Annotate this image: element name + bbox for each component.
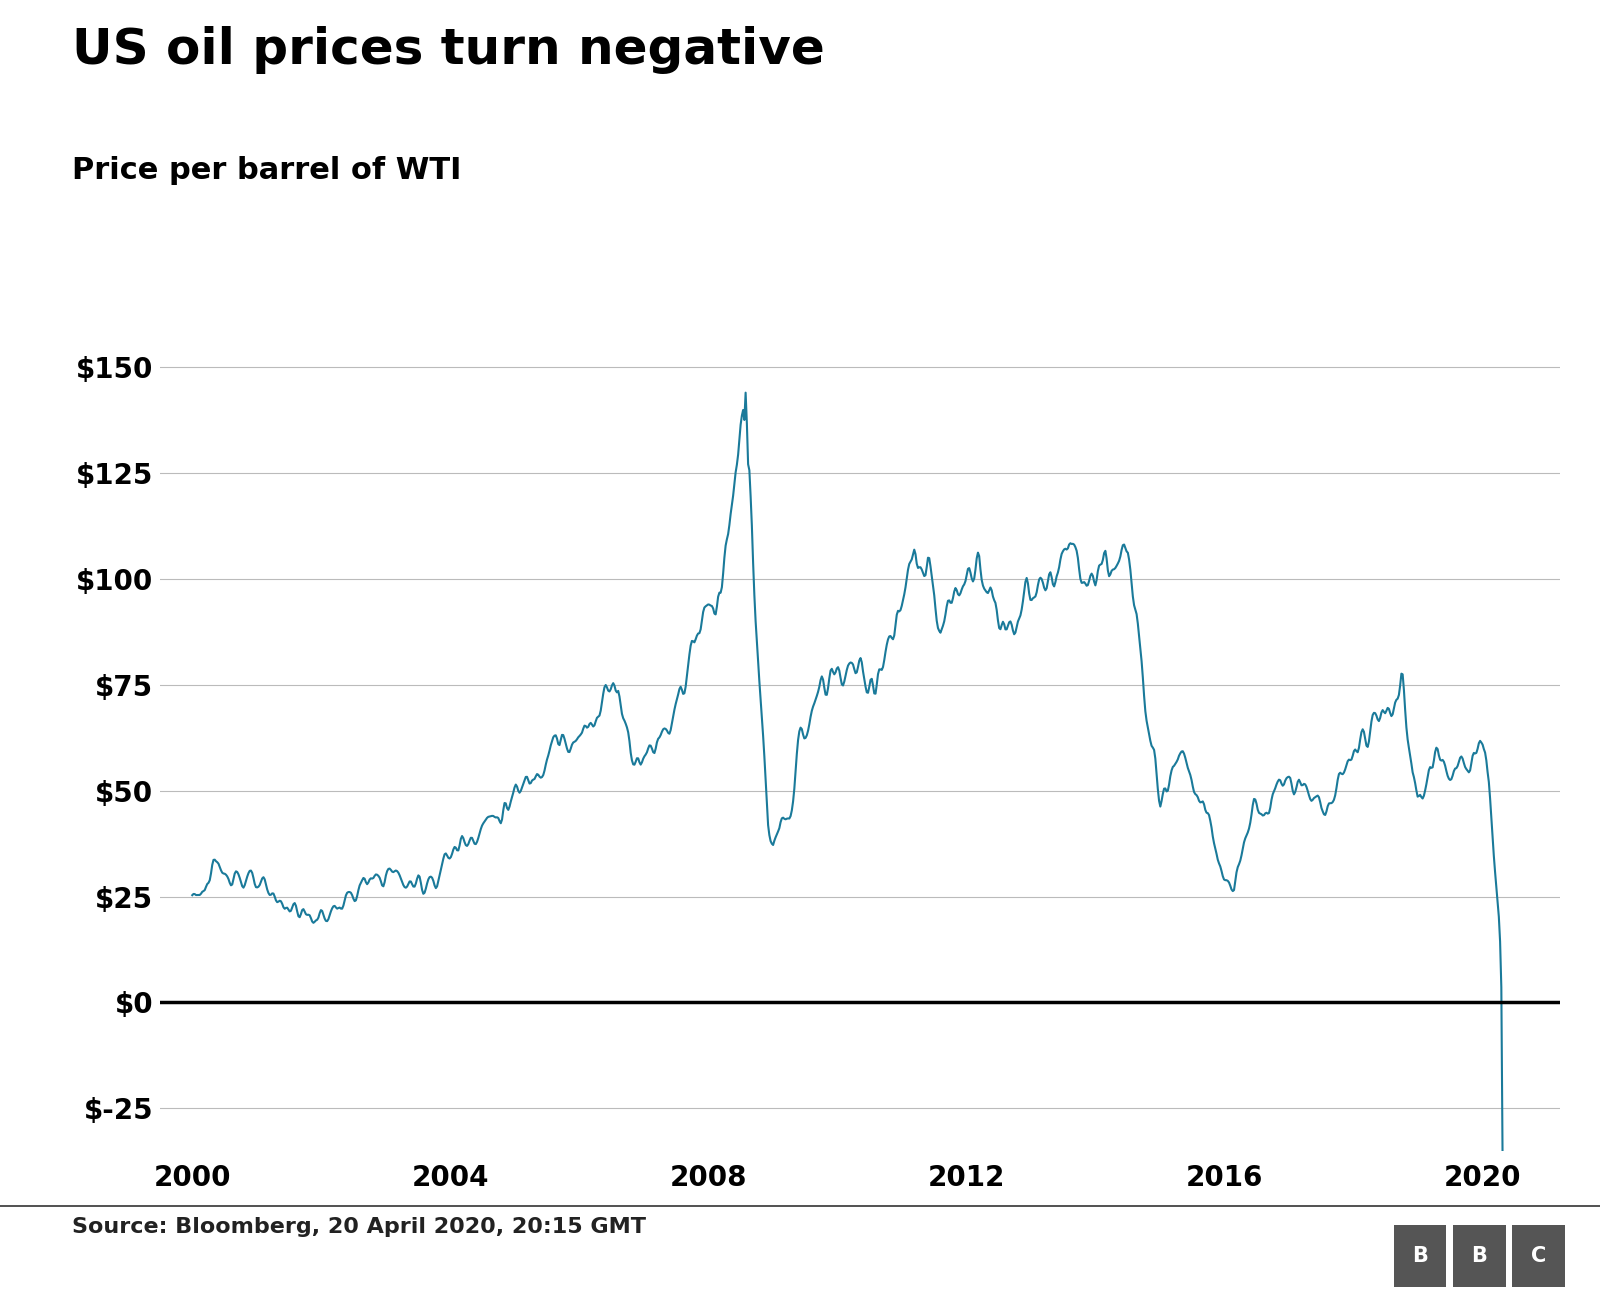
Text: Source: Bloomberg, 20 April 2020, 20:15 GMT: Source: Bloomberg, 20 April 2020, 20:15 …: [72, 1217, 646, 1236]
Text: B: B: [1413, 1245, 1427, 1266]
Text: US oil prices turn negative: US oil prices turn negative: [72, 26, 824, 74]
Text: Price per barrel of WTI: Price per barrel of WTI: [72, 156, 461, 185]
Text: B: B: [1472, 1245, 1486, 1266]
Text: C: C: [1531, 1245, 1546, 1266]
